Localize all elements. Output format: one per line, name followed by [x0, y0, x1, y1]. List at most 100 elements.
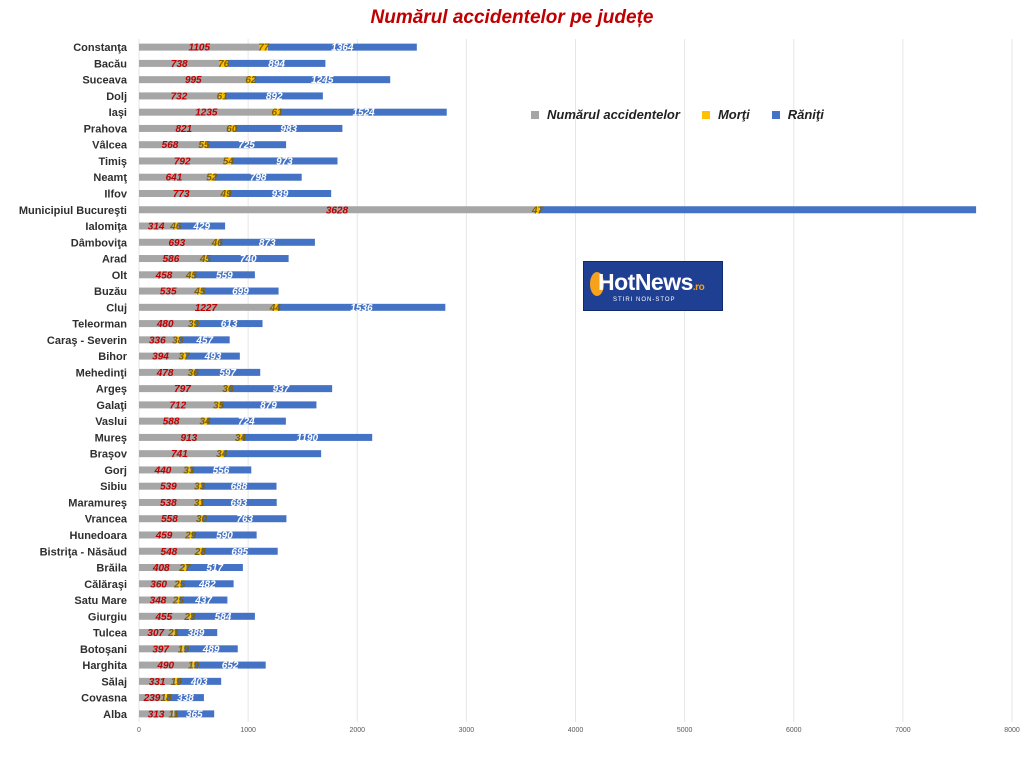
x-tick-label: 4000 — [568, 727, 584, 734]
category-label: Giurgiu — [88, 611, 127, 623]
bar-segment — [139, 206, 535, 214]
data-label: 46 — [169, 222, 182, 233]
bar-segment — [139, 92, 219, 100]
category-label: Bihor — [98, 351, 127, 363]
x-tick-label: 6000 — [786, 727, 802, 734]
data-label: 973 — [276, 156, 293, 167]
bar-segment — [178, 580, 182, 588]
category-label: Vaslui — [95, 416, 127, 428]
data-label: 879 — [260, 400, 277, 411]
bar-segment — [225, 157, 232, 165]
data-label: 360 — [150, 579, 167, 590]
data-label: 29 — [184, 530, 197, 541]
data-label: 652 — [222, 661, 239, 672]
bar-segment — [183, 564, 187, 572]
bar-segment — [225, 92, 323, 100]
data-label: 1524 — [352, 108, 375, 119]
legend-swatch — [531, 110, 539, 119]
x-tick-label: 5000 — [677, 727, 693, 734]
bar-segment — [139, 108, 274, 116]
bar-segment — [139, 612, 189, 620]
bar-segment — [201, 482, 277, 490]
data-label: 397 — [152, 644, 169, 655]
category-label: Sălaj — [101, 676, 127, 688]
data-label: 725 — [238, 140, 255, 151]
data-label: 21 — [167, 628, 180, 639]
bar-segment — [165, 694, 168, 702]
bar-segment — [189, 531, 193, 539]
data-label: 45 — [185, 270, 198, 281]
data-label: 437 — [194, 596, 212, 607]
data-label: 49 — [219, 189, 232, 200]
category-label: Hunedoara — [70, 530, 128, 542]
category-label: Teleorman — [72, 319, 127, 331]
data-label: 939 — [272, 189, 289, 200]
data-label: 25 — [173, 579, 186, 590]
legend-label: Morţi — [717, 107, 750, 122]
data-label: 597 — [219, 368, 236, 379]
bar-segment — [139, 531, 190, 539]
data-label: 403 — [190, 677, 208, 688]
data-label: 478 — [156, 368, 174, 379]
bar-segment — [280, 108, 447, 116]
data-label: 389 — [188, 628, 205, 639]
data-label: 11 — [169, 709, 180, 720]
data-label: 695 — [231, 547, 248, 558]
legend-label: Răniţi — [787, 107, 824, 122]
bar-segment — [191, 612, 255, 620]
bar-segment — [139, 157, 226, 165]
data-label: 52 — [206, 173, 218, 184]
legend: Numărul accidentelor Morţi Răniţi — [531, 107, 824, 122]
bar-segment — [220, 401, 317, 409]
data-label: 18 — [161, 693, 173, 704]
data-label: 693 — [168, 238, 185, 249]
bar-segment — [139, 564, 184, 572]
data-label: 894 — [268, 59, 285, 70]
bar-segment — [200, 141, 207, 149]
bar-segment — [139, 385, 226, 393]
bar-segment — [223, 450, 322, 458]
bar-segment — [139, 515, 200, 523]
data-label: 983 — [280, 124, 297, 135]
data-label: 28 — [194, 547, 207, 558]
bar-segment — [139, 287, 198, 295]
bar-segment — [540, 206, 977, 214]
data-label: 535 — [160, 287, 177, 298]
bar-segment — [259, 43, 268, 51]
data-label: 313 — [148, 709, 165, 720]
bar-segment — [179, 336, 230, 344]
category-label: Vâlcea — [92, 140, 128, 152]
data-label: 798 — [250, 173, 267, 184]
bar-segment — [273, 108, 281, 116]
bar-segment — [186, 564, 243, 572]
category-label: Călăraşi — [84, 579, 127, 591]
bar-segment — [188, 271, 194, 279]
data-label: 937 — [273, 384, 290, 395]
data-label: 613 — [221, 319, 238, 330]
bar-segment — [203, 417, 207, 425]
data-label: 62 — [245, 75, 257, 86]
data-label: 19 — [171, 677, 183, 688]
data-label: 741 — [171, 449, 188, 460]
bar-segment — [277, 303, 446, 311]
bar-segment — [139, 59, 220, 67]
bar-segment — [229, 385, 333, 393]
logo-brand: HotNews.ro — [598, 269, 705, 296]
bar-segment — [231, 157, 338, 165]
data-label: 408 — [152, 563, 170, 574]
bar-segment — [272, 303, 278, 311]
bar-segment — [139, 303, 273, 311]
bar-segment — [206, 141, 287, 149]
data-label: 36 — [222, 384, 234, 395]
data-label: 34 — [235, 433, 247, 444]
data-label: 19 — [178, 644, 190, 655]
bar-segment — [139, 76, 248, 84]
bar-segment — [201, 498, 277, 506]
data-label: 797 — [174, 384, 191, 395]
category-label: Olt — [112, 270, 128, 282]
bar-segment — [219, 238, 315, 246]
category-label: Cluj — [106, 302, 127, 314]
bar-segment — [197, 482, 202, 490]
data-label: 239 — [143, 693, 161, 704]
legend-swatch — [771, 110, 780, 119]
